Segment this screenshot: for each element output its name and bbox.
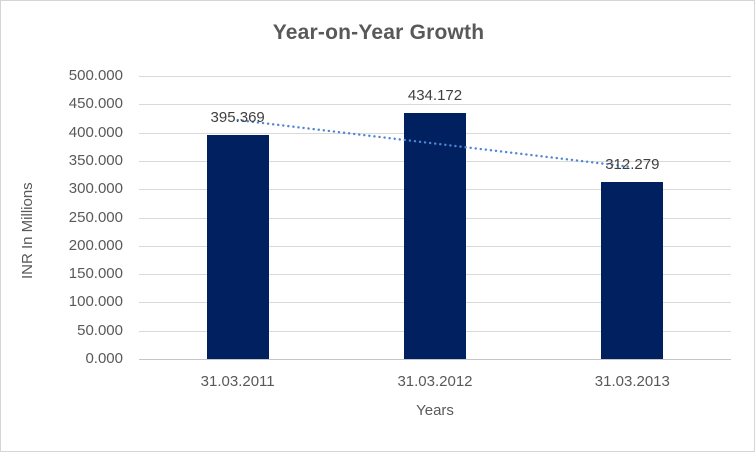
x-axis-line bbox=[139, 359, 731, 360]
data-label: 395.369 bbox=[210, 109, 265, 127]
bar bbox=[404, 113, 466, 359]
x-axis-title: Years bbox=[416, 402, 454, 419]
gridline bbox=[139, 104, 731, 106]
gridline bbox=[139, 76, 731, 77]
data-label: 434.172 bbox=[407, 87, 463, 105]
y-tick-label: 200.000 bbox=[68, 236, 123, 254]
bar bbox=[206, 135, 269, 359]
x-tick-label: 31.03.2011 bbox=[200, 373, 275, 390]
y-tick-label: 50.000 bbox=[77, 321, 123, 339]
y-tick-label: 150.000 bbox=[68, 265, 123, 283]
y-tick-label: 0.000 bbox=[85, 350, 123, 367]
y-tick-label: 400.000 bbox=[68, 123, 123, 141]
y-tick-label: 450.000 bbox=[68, 95, 123, 113]
y-tick-label: 500.000 bbox=[68, 67, 123, 84]
y-tick-label: 350.000 bbox=[68, 151, 123, 169]
x-tick-label: 31.03.2012 bbox=[397, 373, 473, 390]
y-tick-label: 300.000 bbox=[68, 180, 123, 198]
chart-title: Year-on-Year Growth bbox=[272, 21, 485, 44]
bar bbox=[601, 182, 664, 359]
y-tick-label: 250.000 bbox=[68, 208, 123, 226]
data-label: 312.279 bbox=[605, 156, 660, 174]
x-tick-label: 31.03.2013 bbox=[594, 373, 670, 390]
y-tick-label: 100.000 bbox=[68, 293, 123, 311]
